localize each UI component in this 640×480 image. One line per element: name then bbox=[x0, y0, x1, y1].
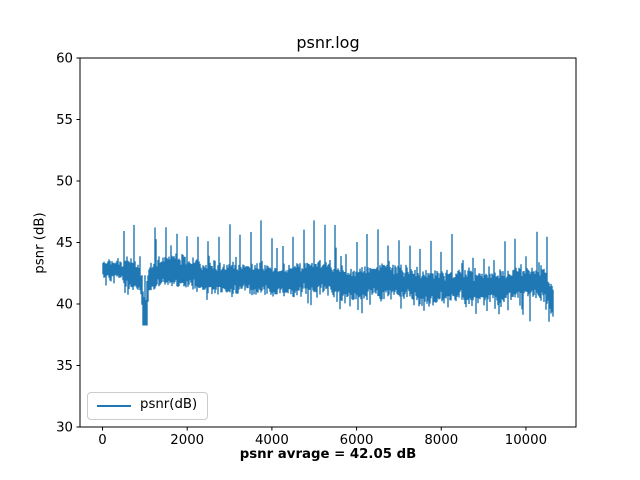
y-tick-label: 35 bbox=[56, 359, 73, 374]
x-tick-label: 8000 bbox=[424, 433, 458, 448]
y-tick-label: 30 bbox=[56, 421, 73, 436]
legend: psnr(dB) bbox=[87, 392, 209, 420]
chart-title: psnr.log bbox=[296, 33, 360, 52]
y-tick-label: 60 bbox=[56, 52, 73, 67]
x-tick-label: 10000 bbox=[505, 433, 547, 448]
y-tick-label: 50 bbox=[56, 175, 73, 190]
x-tick-label: 2000 bbox=[170, 433, 204, 448]
psnr-line bbox=[102, 220, 554, 326]
y-tick-label: 45 bbox=[56, 236, 73, 251]
y-tick-label: 55 bbox=[56, 113, 73, 128]
x-tick-label: 0 bbox=[98, 433, 106, 448]
y-tick-label: 40 bbox=[56, 298, 73, 313]
x-axis-label: psnr avrage = 42.05 dB bbox=[239, 447, 417, 462]
legend-label: psnr(dB) bbox=[140, 397, 198, 413]
y-axis-label: psnr (dB) bbox=[32, 212, 48, 274]
x-tick-label: 6000 bbox=[340, 433, 374, 448]
x-tick-label: 4000 bbox=[255, 433, 289, 448]
legend-line-swatch bbox=[97, 405, 131, 407]
